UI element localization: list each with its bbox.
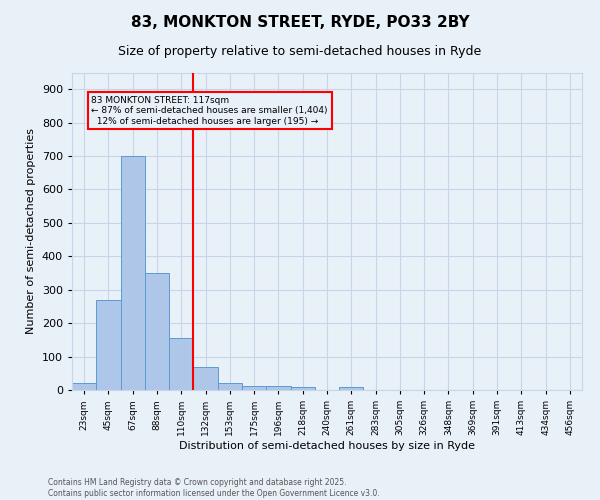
Bar [290,388,315,390]
Text: Contains HM Land Registry data © Crown copyright and database right 2025.
Contai: Contains HM Land Registry data © Crown c… [48,478,380,498]
Bar [169,338,193,390]
Bar [218,382,242,390]
Bar [72,384,96,390]
Y-axis label: Number of semi-detached properties: Number of semi-detached properties [26,128,36,334]
Bar [339,388,364,390]
X-axis label: Distribution of semi-detached houses by size in Ryde: Distribution of semi-detached houses by … [179,441,475,451]
Bar [145,273,169,390]
Bar [266,386,290,390]
Bar [193,366,218,390]
Bar [121,156,145,390]
Text: 83 MONKTON STREET: 117sqm
← 87% of semi-detached houses are smaller (1,404)
  12: 83 MONKTON STREET: 117sqm ← 87% of semi-… [91,96,328,126]
Text: Size of property relative to semi-detached houses in Ryde: Size of property relative to semi-detach… [118,45,482,58]
Bar [96,300,121,390]
Bar [242,386,266,390]
Text: 83, MONKTON STREET, RYDE, PO33 2BY: 83, MONKTON STREET, RYDE, PO33 2BY [131,15,469,30]
